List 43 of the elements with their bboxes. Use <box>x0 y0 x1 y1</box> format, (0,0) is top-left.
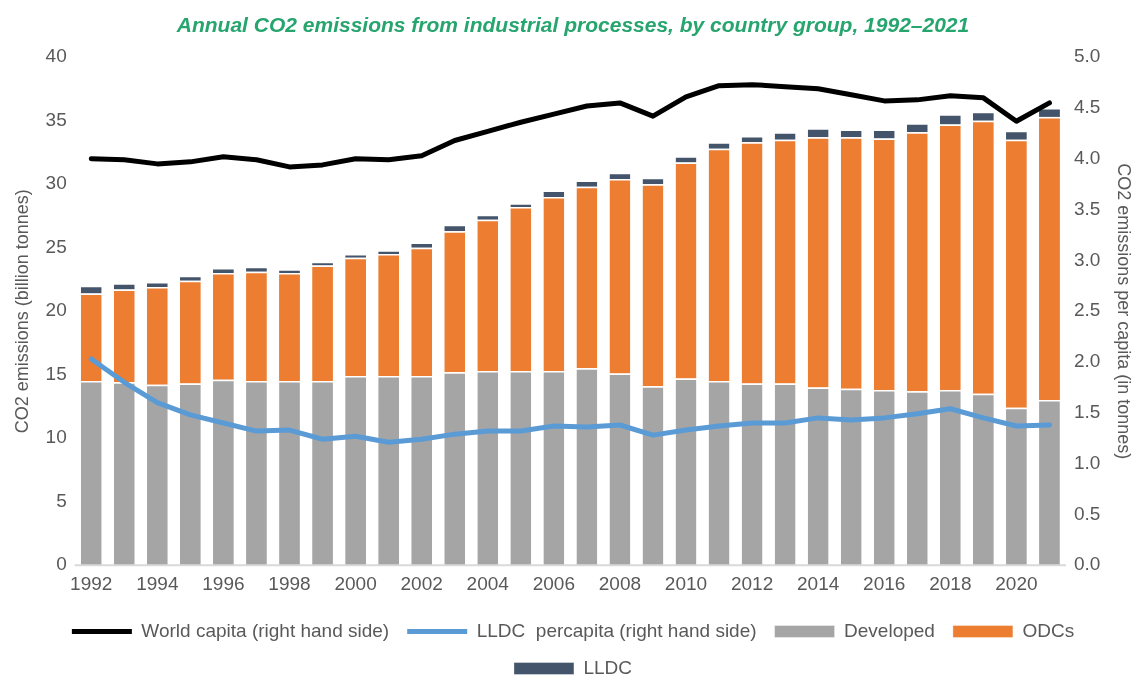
y-axis-title: CO2 emissions (billion tonnes) <box>11 189 32 434</box>
x-tick-label: 2014 <box>797 572 840 594</box>
y2-tick-label: 1.5 <box>1073 401 1101 423</box>
legend-label: LLDC percapita (right hand side) <box>476 619 757 641</box>
y2-axis-title: CO2 emissions per capita (in tonnes) <box>1114 163 1135 460</box>
y-tick-label: 35 <box>45 108 67 130</box>
y2-tick-label: 3.0 <box>1073 248 1101 270</box>
x-tick-label: 1994 <box>136 572 179 594</box>
x-tick-label: 2016 <box>863 572 906 594</box>
y2-tick-label: 0.5 <box>1073 502 1101 524</box>
y-tick-label: 15 <box>45 362 67 384</box>
legend-label: ODCs <box>1022 619 1075 641</box>
legend-label: LLDC <box>583 656 633 678</box>
y2-tick-label: 3.5 <box>1073 197 1101 219</box>
x-tick-label: 2020 <box>995 572 1038 594</box>
x-tick-label: 2004 <box>466 572 510 594</box>
y2-tick-label: 0.0 <box>1073 553 1101 575</box>
x-tick-label: 2018 <box>929 572 972 594</box>
x-tick-label: 2006 <box>532 572 575 594</box>
x-tick-label: 1992 <box>70 572 113 594</box>
y-tick-label: 25 <box>45 235 67 257</box>
y-tick-label: 20 <box>45 299 67 321</box>
y-tick-label: 30 <box>45 172 67 194</box>
y-tick-label: 0 <box>56 553 67 575</box>
y2-tick-label: 4.0 <box>1073 147 1101 169</box>
y-tick-label: 40 <box>45 45 67 67</box>
y2-tick-label: 5.0 <box>1073 45 1101 67</box>
x-tick-label: 2002 <box>400 572 443 594</box>
y-tick-label: 10 <box>45 426 67 448</box>
legend-label: World capita (right hand side) <box>141 619 390 641</box>
x-tick-label: 2012 <box>730 572 774 594</box>
x-tick-label: 2010 <box>664 572 708 594</box>
x-tick-label: 1996 <box>202 572 245 594</box>
y2-tick-label: 2.0 <box>1073 350 1101 372</box>
y2-tick-label: 1.0 <box>1073 451 1101 473</box>
chart-title: Annual CO2 emissions from industrial processes, by country group, 1992–2021 <box>175 13 970 37</box>
x-tick-label: 2000 <box>334 572 377 594</box>
y2-tick-label: 4.5 <box>1073 96 1101 118</box>
y-tick-label: 5 <box>56 489 67 511</box>
x-tick-label: 2008 <box>598 572 642 594</box>
x-tick-label: 1998 <box>268 572 311 594</box>
legend-label: Developed <box>844 619 935 641</box>
y2-tick-label: 2.5 <box>1073 299 1101 321</box>
